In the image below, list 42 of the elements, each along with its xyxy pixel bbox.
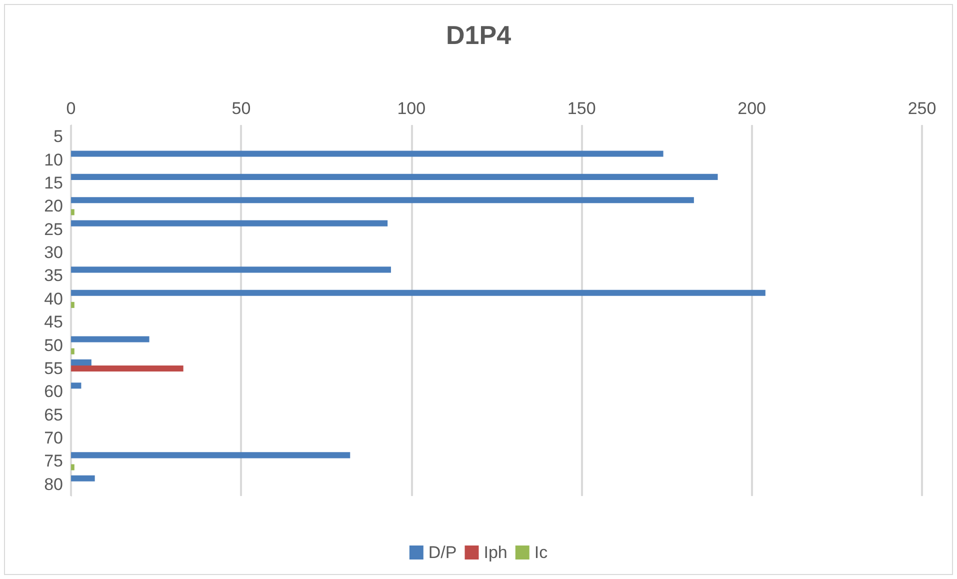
y-tick-label: 70 — [44, 428, 63, 448]
bar — [71, 336, 150, 342]
x-tick-label: 50 — [232, 99, 251, 118]
legend-label: D/P — [428, 543, 457, 562]
y-tick-label: 50 — [44, 336, 63, 355]
y-tick-label: 45 — [44, 312, 63, 332]
bar — [71, 464, 74, 470]
bar — [71, 452, 350, 458]
chart-title: D1P4 — [446, 20, 512, 50]
x-tick-label: 0 — [66, 99, 76, 118]
bar — [71, 365, 184, 372]
bar — [71, 475, 95, 482]
y-tick-label: 30 — [44, 243, 63, 262]
x-tick-label: 150 — [567, 99, 596, 118]
legend-label: Ic — [534, 543, 548, 562]
x-tick-label: 100 — [397, 99, 426, 118]
y-tick-label: 65 — [44, 405, 63, 424]
bar — [71, 197, 694, 204]
bar — [71, 220, 388, 226]
y-tick-label: 15 — [44, 173, 63, 192]
bar — [71, 150, 664, 157]
y-tick-label: 60 — [44, 382, 63, 402]
y-tick-label: 20 — [44, 196, 63, 216]
bar — [71, 174, 718, 180]
y-tick-label: 75 — [44, 452, 63, 471]
bar — [71, 382, 82, 389]
x-tick-label: 250 — [908, 99, 936, 118]
bar — [71, 359, 92, 366]
y-tick-label: 55 — [44, 358, 63, 378]
y-tick-label: 35 — [44, 266, 63, 286]
legend-label: Iph — [484, 543, 508, 562]
y-tick-label: 25 — [44, 220, 63, 239]
bar — [71, 302, 74, 308]
bar — [71, 348, 74, 354]
bar — [71, 266, 391, 273]
bar — [71, 290, 766, 296]
y-tick-label: 10 — [44, 150, 63, 170]
bar — [71, 209, 74, 216]
y-tick-label: 80 — [44, 474, 63, 494]
x-tick-label: 200 — [738, 99, 766, 118]
y-tick-label: 5 — [54, 127, 63, 146]
y-tick-label: 40 — [44, 289, 63, 308]
